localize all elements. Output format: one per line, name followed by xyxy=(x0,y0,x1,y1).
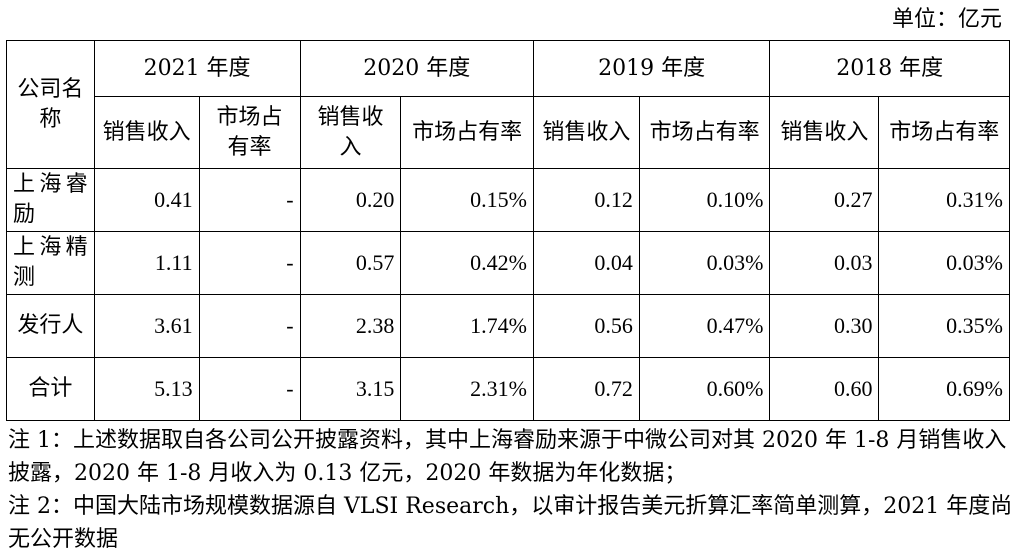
share-cell: 0.31% xyxy=(878,168,1010,232)
sales-cell: 0.60 xyxy=(769,357,880,421)
sales-cell: 0.56 xyxy=(532,294,640,358)
sales-cell: 0.20 xyxy=(299,168,402,232)
share-cell: 0.35% xyxy=(878,294,1010,358)
table-row: 上海精测 1.11 - 0.57 0.42% 0.04 0.03% 0.03 0… xyxy=(6,231,1010,295)
sales-cell: 0.12 xyxy=(532,168,640,232)
sales-cell: 0.30 xyxy=(769,294,880,358)
header-row-years: 公司名称 2021 年度 2020 年度 2019 年度 2018 年度 xyxy=(6,40,1010,169)
sales-header: 销售收入 xyxy=(299,96,402,169)
share-header: 市场占有率 xyxy=(198,96,301,169)
share-cell: 1.74% xyxy=(400,294,534,358)
share-cell: 0.15% xyxy=(400,168,534,232)
sales-cell: 0.57 xyxy=(299,231,402,295)
sales-header: 销售收入 xyxy=(93,96,200,169)
share-cell: 0.69% xyxy=(878,357,1010,421)
sales-cell: 0.27 xyxy=(769,168,880,232)
unit-label: 单位：亿元 xyxy=(891,7,1002,32)
sales-cell: 0.41 xyxy=(93,168,200,232)
sales-cell: 0.72 xyxy=(532,357,640,421)
share-cell: 0.03% xyxy=(878,231,1010,295)
footnote-2: 注 2：中国大陆市场规模数据源自 VLSI Research，以审计报告美元折算… xyxy=(8,494,1013,552)
total-label-cell: 合计 xyxy=(6,357,95,421)
sales-header: 销售收入 xyxy=(532,96,640,169)
table-row-total: 合计 5.13 - 3.15 2.31% 0.72 0.60% 0.60 0.6… xyxy=(6,357,1010,421)
share-cell: - xyxy=(198,357,301,421)
sales-cell: 0.03 xyxy=(769,231,880,295)
sales-cell: 2.38 xyxy=(299,294,402,358)
year-header-2020: 2020 年度 xyxy=(299,40,534,97)
table-row: 发行人 3.61 - 2.38 1.74% 0.56 0.47% 0.30 0.… xyxy=(6,294,1010,358)
share-cell: 0.60% xyxy=(638,357,771,421)
sales-cell: 3.61 xyxy=(93,294,200,358)
share-header: 市场占有率 xyxy=(400,96,534,169)
year-header-2019: 2019 年度 xyxy=(532,40,771,97)
footnotes: 注 1：上述数据取自各公司公开披露资料，其中上海睿励来源于中微公司对其 2020… xyxy=(8,424,1014,556)
share-cell: 0.03% xyxy=(638,231,771,295)
market-share-table: 公司名称 2021 年度 2020 年度 2019 年度 2018 年度 销售收… xyxy=(6,40,1010,421)
company-name-header: 公司名称 xyxy=(6,40,95,169)
company-name-cell: 上海精测 xyxy=(6,231,95,295)
sales-cell: 0.04 xyxy=(532,231,640,295)
sales-cell: 1.11 xyxy=(93,231,200,295)
share-cell: - xyxy=(198,168,301,232)
company-name-cell: 上海睿励 xyxy=(6,168,95,232)
share-cell: - xyxy=(198,294,301,358)
sales-header: 销售收入 xyxy=(769,96,880,169)
share-header: 市场占有率 xyxy=(638,96,771,169)
share-cell: 2.31% xyxy=(400,357,534,421)
year-header-2021: 2021 年度 xyxy=(93,40,301,97)
sales-cell: 3.15 xyxy=(299,357,402,421)
table-row: 上海睿励 0.41 - 0.20 0.15% 0.12 0.10% 0.27 0… xyxy=(6,168,1010,232)
share-cell: - xyxy=(198,231,301,295)
share-header: 市场占有率 xyxy=(878,96,1010,169)
company-name-cell: 发行人 xyxy=(6,294,95,358)
footnote-1: 注 1：上述数据取自各公司公开披露资料，其中上海睿励来源于中微公司对其 2020… xyxy=(8,428,1007,486)
share-cell: 0.47% xyxy=(638,294,771,358)
share-cell: 0.10% xyxy=(638,168,771,232)
header-row-metrics: 销售收入 市场占有率 销售收入 市场占有率 销售收入 市场占有率 销售收入 市场… xyxy=(7,96,1010,169)
year-header-2018: 2018 年度 xyxy=(769,40,1010,97)
sales-cell: 5.13 xyxy=(93,357,200,421)
share-cell: 0.42% xyxy=(400,231,534,295)
